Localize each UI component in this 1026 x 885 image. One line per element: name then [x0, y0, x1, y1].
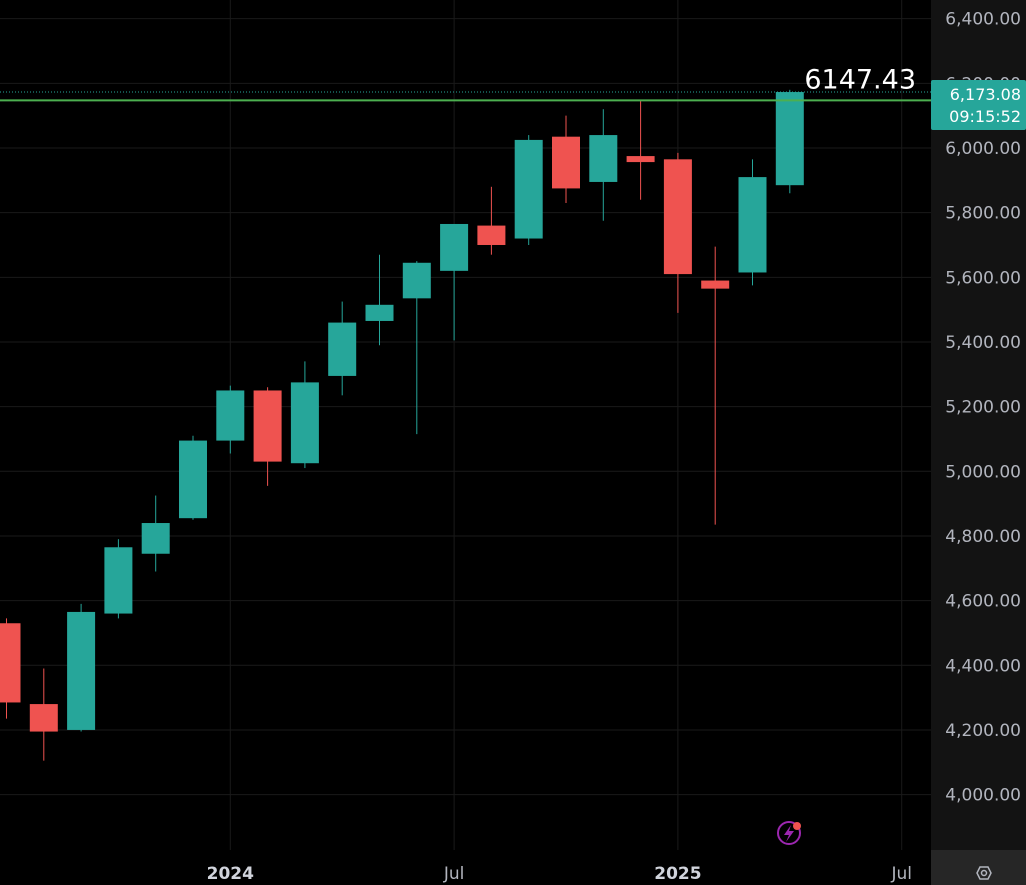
last-price-value: 6,173.08 [950, 85, 1021, 104]
candle-body-down [0, 623, 21, 703]
price-tick-label: 4,600.00 [945, 592, 1021, 612]
last-price-tag [931, 80, 1026, 130]
candle-body-up [738, 177, 767, 273]
candle-body-down [253, 390, 282, 462]
candle-body-up [67, 611, 96, 730]
price-tick-label: 5,200.00 [945, 398, 1021, 418]
candle-body-down [701, 280, 730, 289]
price-tick-label: 4,200.00 [945, 721, 1021, 741]
candle-body-up [402, 262, 431, 299]
bar-countdown: 09:15:52 [949, 107, 1021, 126]
settings-icon[interactable] [976, 866, 992, 880]
candle-body-up [514, 139, 543, 239]
price-tick-label: 4,000.00 [945, 786, 1021, 806]
settings-icon-hex [976, 866, 992, 880]
price-tick-label: 5,400.00 [945, 333, 1021, 353]
price-tick-label: 4,400.00 [945, 656, 1021, 676]
price-tick-label: 6,000.00 [945, 139, 1021, 159]
time-tick-label: 2025 [654, 864, 701, 884]
notification-dot [793, 822, 801, 830]
lightning-icon-ring [777, 821, 801, 845]
candle-body-up [216, 390, 245, 441]
candle-body-up [589, 135, 618, 182]
candle-body-up [365, 304, 394, 321]
price-tick-label: 4,800.00 [945, 527, 1021, 547]
candle-body-up [440, 223, 469, 271]
candle-body-up [141, 523, 170, 554]
candle-body-up [104, 547, 133, 614]
candle-body-up [290, 382, 319, 464]
horizontal-level-label: 6147.43 [804, 64, 916, 95]
time-tick-label: Jul [890, 864, 912, 884]
axis-corner [931, 850, 1026, 885]
candle-body-up [775, 92, 804, 186]
price-tick-label: 6,400.00 [945, 10, 1021, 30]
candle-body-down [552, 136, 580, 189]
candle-body-down [29, 704, 58, 732]
time-axis-labels[interactable]: 2024 Jul 2025 Jul [207, 864, 912, 884]
candle-body-up [328, 322, 357, 376]
settings-icon-center [980, 869, 988, 877]
candles-layer [0, 89, 804, 761]
time-tick-label: Jul [443, 864, 465, 884]
candle-body-up [179, 440, 207, 519]
time-tick-label: 2024 [207, 864, 254, 884]
lightning-icon-bolt [784, 825, 794, 842]
candle-body-down [477, 225, 506, 245]
price-axis-panel[interactable] [931, 0, 1026, 885]
price-tick-label: 5,000.00 [945, 462, 1021, 482]
candle-body-down [663, 159, 692, 275]
lightning-icon[interactable] [777, 821, 801, 845]
overlay-layer: 6147.43 6,173.08 09:15:52 [0, 64, 1026, 885]
price-tick-label: 5,800.00 [945, 204, 1021, 224]
price-tick-label: 5,600.00 [945, 268, 1021, 288]
candle-body-down [626, 156, 655, 163]
